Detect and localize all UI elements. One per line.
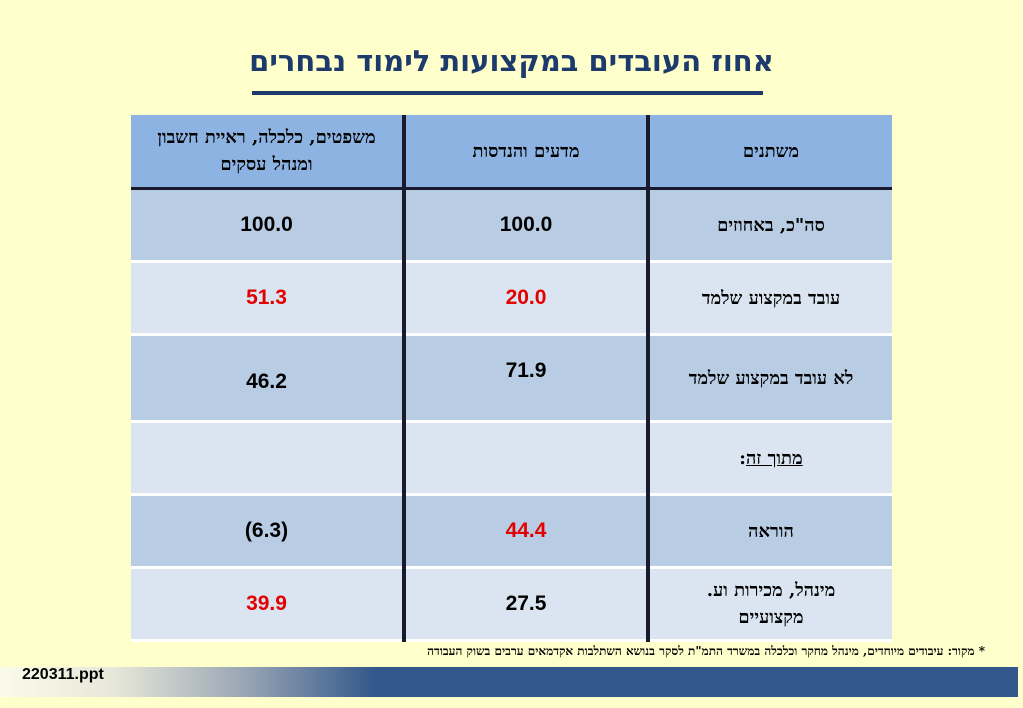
table-row: 100.0 100.0 סה"כ, באחוזים bbox=[131, 188, 892, 263]
table-row: 51.3 20.0 עובד במקצוע שלמד bbox=[131, 261, 892, 336]
data-table: משפטים, כלכלה, ראיית חשבון ומנהל עסקים מ… bbox=[131, 115, 892, 642]
title-underline bbox=[252, 91, 763, 95]
law-value bbox=[131, 421, 406, 496]
table-row: 39.9 27.5 מינהל, מכירות וע. מקצועיים bbox=[131, 567, 892, 642]
row-label: סה"כ, באחוזים bbox=[646, 188, 892, 263]
sciences-value: 71.9 bbox=[402, 334, 650, 423]
row-label: מינהל, מכירות וע. מקצועיים bbox=[646, 567, 892, 642]
table-row: (6.3) 44.4 הוראה bbox=[131, 494, 892, 569]
sciences-value: 27.5 bbox=[402, 567, 650, 642]
row-label: הוראה bbox=[646, 494, 892, 569]
row-label: עובד במקצוע שלמד bbox=[646, 261, 892, 336]
law-value: 46.2 bbox=[131, 334, 406, 423]
law-value: 39.9 bbox=[131, 567, 406, 642]
header-sciences: מדעים והנדסות bbox=[402, 115, 650, 190]
file-name-label: 220311.ppt bbox=[22, 666, 104, 683]
slide-title: אחוז העובדים במקצועות לימוד נבחרים bbox=[249, 44, 774, 78]
header-law: משפטים, כלכלה, ראיית חשבון ומנהל עסקים bbox=[131, 115, 406, 190]
table-row: 46.2 71.9 לא עובד במקצוע שלמד bbox=[131, 334, 892, 423]
row-label-text: מתוך זה bbox=[745, 447, 803, 469]
law-value: 51.3 bbox=[131, 261, 406, 336]
law-value: 100.0 bbox=[131, 188, 406, 263]
sciences-value: 44.4 bbox=[402, 494, 650, 569]
row-label: לא עובד במקצוע שלמד bbox=[646, 334, 892, 423]
source-footnote: * מקור: עיבודים מיוחדים, מינהל מחקר וכלכ… bbox=[427, 644, 985, 658]
row-label-colon: : bbox=[739, 447, 746, 469]
table-row: מתוך זה: bbox=[131, 421, 892, 496]
footer-gradient-bar bbox=[0, 667, 375, 697]
row-label-group: מתוך זה: bbox=[646, 421, 892, 496]
header-variables: משתנים bbox=[646, 115, 892, 190]
law-value: (6.3) bbox=[131, 494, 406, 569]
sciences-value: 20.0 bbox=[402, 261, 650, 336]
sciences-value: 100.0 bbox=[402, 188, 650, 263]
table-header-row: משפטים, כלכלה, ראיית חשבון ומנהל עסקים מ… bbox=[131, 115, 892, 190]
footer-solid-bar bbox=[375, 667, 1018, 697]
sciences-value bbox=[402, 421, 650, 496]
